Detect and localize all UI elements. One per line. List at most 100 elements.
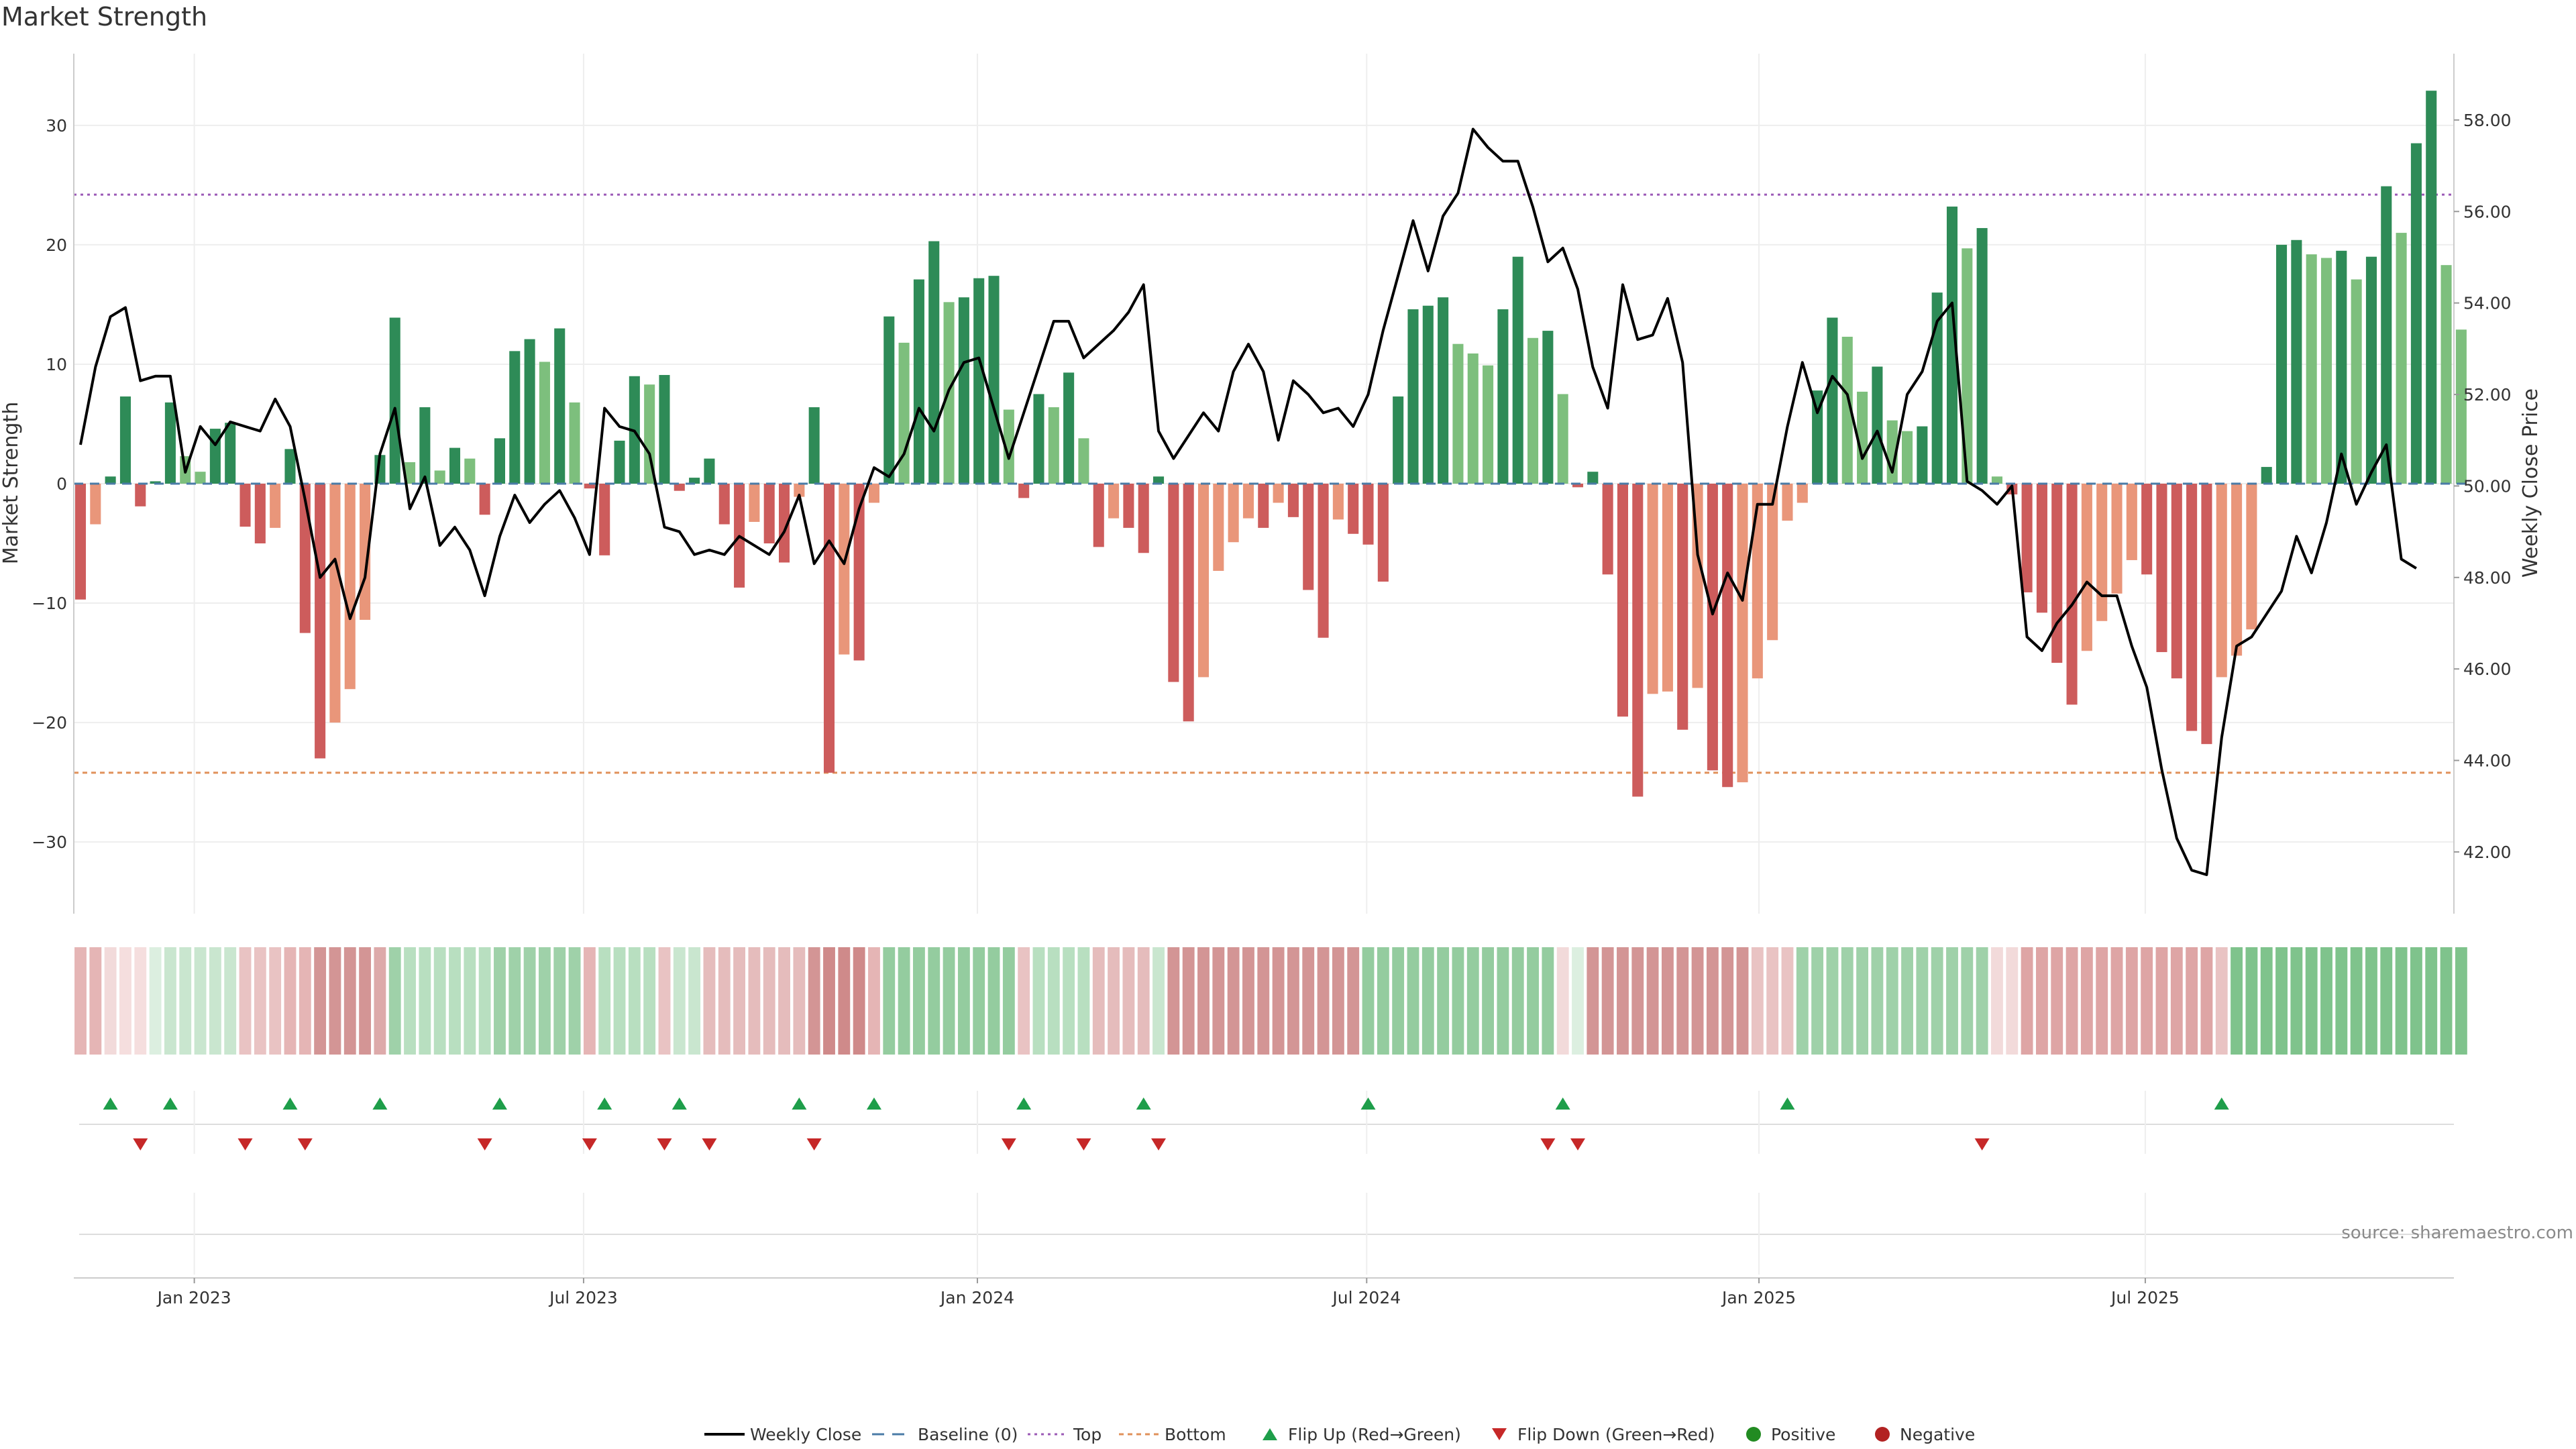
strength-bar bbox=[150, 481, 161, 484]
x-tick-label: Jul 2025 bbox=[2110, 1288, 2180, 1307]
strength-bar bbox=[958, 297, 969, 484]
heat-cell bbox=[1856, 947, 1869, 1055]
strength-bar bbox=[299, 484, 311, 633]
strength-bar bbox=[239, 484, 251, 527]
heat-cell bbox=[1421, 947, 1434, 1055]
strength-bar bbox=[344, 484, 356, 690]
y-tick-label-right: 50.00 bbox=[2463, 476, 2512, 496]
heat-cell bbox=[733, 947, 746, 1055]
heat-cell bbox=[1961, 947, 1974, 1055]
strength-bar bbox=[2096, 484, 2108, 621]
strength-bar bbox=[119, 396, 131, 484]
strength-bar bbox=[509, 351, 521, 484]
strength-bar bbox=[1168, 484, 1179, 682]
strength-bar bbox=[270, 484, 281, 528]
strength-bar bbox=[2246, 484, 2257, 630]
heat-cell bbox=[1916, 947, 1929, 1055]
strength-bar bbox=[1153, 476, 1165, 484]
heat-cell bbox=[1032, 947, 1045, 1055]
weekly-close-layer bbox=[79, 127, 2417, 876]
strength-bar bbox=[569, 402, 580, 484]
legend-triangle-up-icon bbox=[1263, 1428, 1277, 1440]
strength-bar bbox=[1722, 484, 1733, 788]
heat-cell bbox=[1766, 947, 1779, 1055]
heat-cell bbox=[2260, 947, 2273, 1055]
heat-cell bbox=[404, 947, 416, 1055]
strength-bar bbox=[1318, 484, 1329, 638]
heat-cell bbox=[2080, 947, 2093, 1055]
heat-cell bbox=[2440, 947, 2453, 1055]
strength-bar bbox=[1003, 409, 1014, 484]
heat-cell bbox=[2395, 947, 2408, 1055]
strength-bar bbox=[928, 241, 940, 484]
strength-bar bbox=[1093, 484, 1104, 547]
heat-cell bbox=[1077, 947, 1090, 1055]
legend-item: Top bbox=[1028, 1425, 1102, 1444]
heat-cell bbox=[2035, 947, 2048, 1055]
heat-cell bbox=[2231, 947, 2243, 1055]
heat-cell bbox=[1317, 947, 1330, 1055]
strength-heat-strip bbox=[74, 947, 2467, 1055]
strength-bar bbox=[1108, 484, 1120, 519]
heat-cell bbox=[1437, 947, 1450, 1055]
strength-bar bbox=[2051, 484, 2063, 663]
heat-cell bbox=[508, 947, 521, 1055]
legend-label: Bottom bbox=[1165, 1425, 1226, 1444]
x-tick-label: Jan 2024 bbox=[939, 1288, 1014, 1307]
strength-bar bbox=[599, 484, 610, 555]
heat-cell bbox=[658, 947, 671, 1055]
heat-cell bbox=[1212, 947, 1225, 1055]
heat-cell bbox=[2215, 947, 2228, 1055]
heat-cell bbox=[1781, 947, 1794, 1055]
heat-cell bbox=[164, 947, 176, 1055]
legend-label: Positive bbox=[1771, 1425, 1835, 1444]
heat-cell bbox=[1466, 947, 1479, 1055]
heat-cell bbox=[449, 947, 461, 1055]
flip-down-marker bbox=[657, 1138, 672, 1150]
strength-bar bbox=[1048, 407, 1059, 484]
heat-cell bbox=[149, 947, 162, 1055]
heat-cell bbox=[1736, 947, 1749, 1055]
flip-down-marker bbox=[1001, 1138, 1016, 1150]
heat-cell bbox=[1751, 947, 1764, 1055]
strength-bar bbox=[1242, 484, 1254, 519]
strength-bar bbox=[1362, 484, 1374, 545]
strength-bar bbox=[1677, 484, 1688, 730]
heat-cell bbox=[1182, 947, 1195, 1055]
strength-bar bbox=[1213, 484, 1224, 571]
flip-up-marker bbox=[1780, 1097, 1795, 1110]
heat-cell bbox=[1392, 947, 1405, 1055]
strength-bar bbox=[1348, 484, 1359, 534]
heat-cell bbox=[74, 947, 87, 1055]
y-tick-label-right: 58.00 bbox=[2463, 111, 2512, 130]
heat-cell bbox=[1377, 947, 1389, 1055]
strength-bar bbox=[1857, 391, 1868, 484]
strength-bar bbox=[988, 276, 1000, 484]
heat-cell bbox=[104, 947, 117, 1055]
strength-bar bbox=[494, 438, 505, 484]
strength-bar bbox=[853, 484, 865, 661]
heat-cell bbox=[1257, 947, 1270, 1055]
strength-bar bbox=[1407, 309, 1419, 484]
strength-bar bbox=[794, 484, 805, 497]
strength-bar bbox=[1467, 353, 1479, 484]
heat-cell bbox=[673, 947, 686, 1055]
heat-cell bbox=[2125, 947, 2138, 1055]
heat-cell bbox=[2305, 947, 2318, 1055]
x-tick-label: Jan 2023 bbox=[156, 1288, 231, 1307]
strength-bar bbox=[389, 317, 400, 484]
heat-cell bbox=[1242, 947, 1254, 1055]
heat-cell bbox=[1511, 947, 1524, 1055]
heat-cell bbox=[868, 947, 880, 1055]
heat-cell bbox=[2110, 947, 2123, 1055]
strength-bar bbox=[1796, 484, 1808, 503]
strength-bar bbox=[315, 484, 326, 759]
strength-bar bbox=[554, 328, 566, 484]
heat-cell bbox=[1661, 947, 1674, 1055]
heat-cell bbox=[1332, 947, 1344, 1055]
heat-cell bbox=[239, 947, 252, 1055]
heat-cell bbox=[2065, 947, 2078, 1055]
heat-cell bbox=[957, 947, 970, 1055]
heat-cell bbox=[1796, 947, 1809, 1055]
heat-cell bbox=[583, 947, 596, 1055]
